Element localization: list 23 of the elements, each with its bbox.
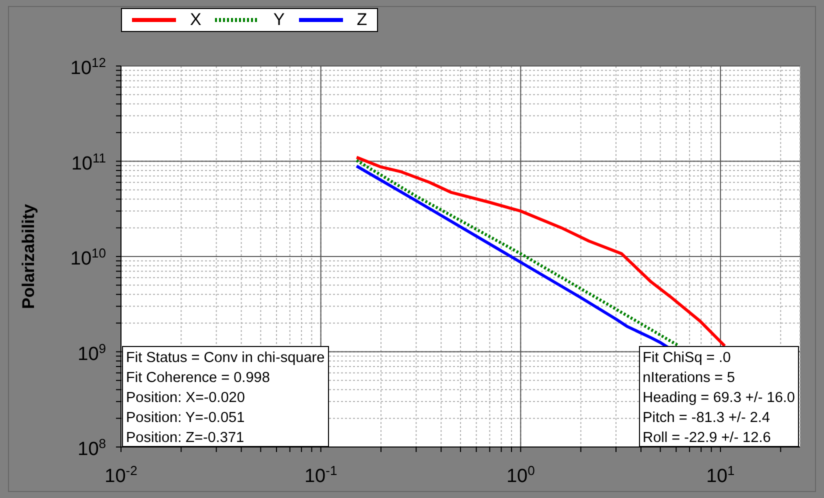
- annotation: Fit Status = Conv in chi-square: [126, 349, 325, 368]
- legend-label: Y: [273, 10, 285, 30]
- annotation: Pitch = -81.3 +/- 2.4: [642, 409, 771, 428]
- y-tick-label: 10$^{9}$: [78, 340, 106, 365]
- x-tick-label: 10$^{-2}$: [104, 462, 138, 487]
- x-tick-label: 10$^{-1}$: [304, 462, 338, 487]
- y-tick-label: 10$^{8}$: [78, 436, 106, 460]
- y-tick-label: 10$^{10}$: [70, 245, 106, 270]
- annotation: Position: Z=-0.371: [126, 429, 246, 448]
- annotation: Heading = 69.3 +/- 16.0: [642, 389, 795, 408]
- annotation: Fit Coherence = 0.998: [126, 369, 271, 388]
- annotation: Position: X=-0.020: [126, 389, 246, 408]
- annotation: Fit ChiSq = .0: [642, 349, 732, 368]
- y-axis-title: Polarizability: [19, 204, 38, 309]
- x-tick-label: 10$^{1}$: [706, 462, 735, 487]
- legend-label: Z: [356, 10, 368, 30]
- y-tick-label: 10$^{11}$: [71, 150, 106, 174]
- annotation: Roll = -22.9 +/- 12.6: [642, 429, 772, 448]
- annotation: nIterations = 5: [642, 369, 736, 388]
- legend-label: X: [190, 10, 202, 30]
- x-tick-label: 10$^{0}$: [506, 462, 535, 487]
- y-tick-label: 10$^{12}$: [70, 54, 106, 79]
- annotation: Position: Y=-0.051: [126, 409, 246, 428]
